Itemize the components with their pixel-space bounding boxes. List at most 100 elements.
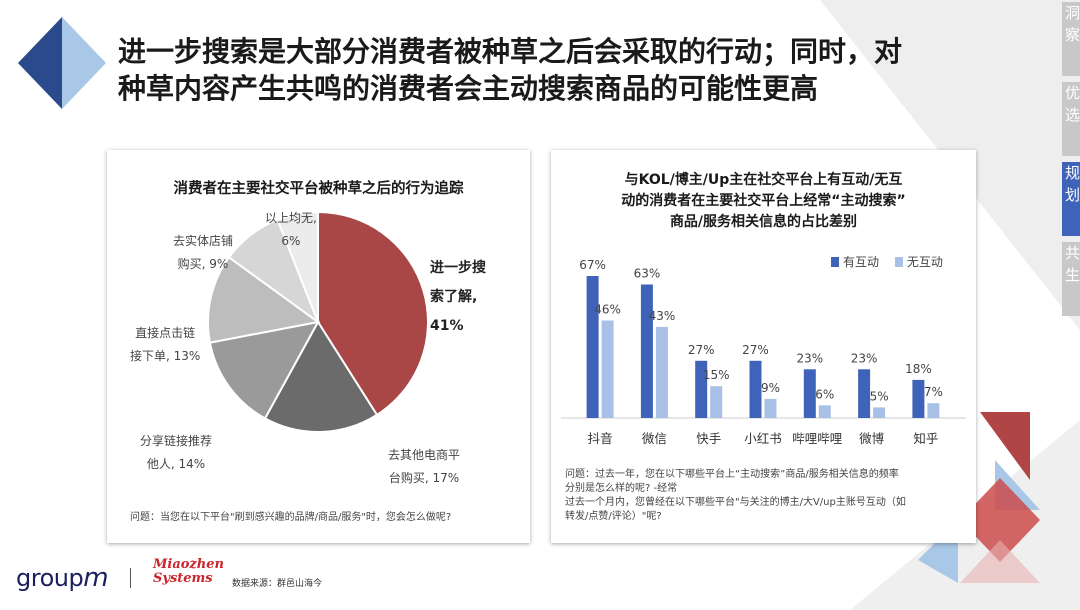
- groupm-logo: groupm: [16, 563, 109, 593]
- bar: [601, 320, 614, 418]
- bar-value-label: 63%: [634, 267, 661, 281]
- bar-value-label: 9%: [761, 381, 780, 395]
- slice-label-line: 分享链接推荐: [140, 434, 213, 448]
- deco-pink-triangle: [960, 540, 1040, 583]
- pie-chart: [207, 210, 429, 433]
- nav-tab-symbiosis[interactable]: 共生: [1062, 242, 1080, 316]
- slice-label-offline: 去实体店铺 购买, 9%: [173, 230, 233, 276]
- slice-label-share: 分享链接推荐 他人, 14%: [140, 430, 212, 476]
- pie-slice: [207, 255, 321, 344]
- bar-value-label: 18%: [905, 362, 932, 376]
- bar-chart-title: 与KOL/博主/Up主在社交平台上有互动/无互 动的消费者在主要社交平台上经常“…: [551, 170, 976, 233]
- nav-tab-label: 洞察: [1064, 4, 1080, 44]
- bar-value-label: 46%: [594, 303, 621, 317]
- bar-value-label: 67%: [579, 258, 606, 272]
- bar: [912, 379, 925, 418]
- bar: [749, 360, 762, 418]
- pie-slice: [208, 320, 320, 420]
- nav-tab-label: 优选: [1064, 84, 1080, 124]
- category-label: 微信: [642, 431, 667, 446]
- footer-divider: [130, 568, 131, 588]
- nav-tab-label: 共生: [1064, 244, 1080, 284]
- slice-label-line: 台购买, 17%: [388, 471, 460, 485]
- bar-value-label: 27%: [688, 343, 715, 357]
- pie-slice: [276, 210, 319, 323]
- note-line: 过去一个月内，您曾经在以下哪些平台"与关注的博主/大V/up主账号互动（如: [565, 497, 906, 508]
- miaozhen-logo: Miaozhen Systems: [153, 558, 224, 586]
- slice-label-line: 他人, 14%: [146, 457, 206, 471]
- bar-chart-title-line: 与KOL/博主/Up主在社交平台上有互动/无互: [624, 172, 903, 188]
- note-line: 分别是怎么样的呢? -经常: [565, 483, 678, 494]
- category-label: 微博: [859, 431, 885, 446]
- bar: [818, 405, 831, 418]
- slice-label-line: 41%: [430, 318, 464, 334]
- slice-label-search: 进一步搜 索了解, 41%: [430, 254, 486, 341]
- category-label: 抖音: [588, 431, 613, 446]
- page-title-line-2: 种草内容产生共鸣的消费者会主动搜索商品的可能性更高: [118, 72, 819, 105]
- page-title-line-1: 进一步搜索是大部分消费者被种草之后会采取的行动；同时，对: [118, 35, 903, 68]
- legend-swatch: [894, 257, 903, 267]
- bar: [927, 403, 940, 418]
- slice-label-line: 以上均无,: [265, 211, 317, 225]
- pie-chart-title: 消费者在主要社交平台被种草之后的行为追踪: [173, 181, 464, 197]
- legend-label: 无互动: [906, 255, 943, 269]
- slice-label-line: 去其他电商平: [388, 448, 461, 462]
- data-source-note: 数据来源：群邑山海今: [232, 579, 323, 589]
- nav-tab-label: 规划: [1064, 164, 1080, 204]
- bar-value-label: 15%: [703, 368, 730, 382]
- legend-item-interacted: 有互动: [831, 253, 879, 270]
- groupm-logo-text: group: [16, 564, 84, 592]
- bar: [803, 369, 816, 418]
- bar: [873, 407, 886, 418]
- note-line: 问题：过去一年，您在以下哪些平台上“主动搜索”商品/服务相关信息的频率: [565, 469, 899, 480]
- deco-red-triangle-1: [980, 412, 1030, 480]
- slice-label-line: 接下单, 13%: [130, 349, 201, 363]
- slice-label-line: 去实体店铺: [173, 234, 234, 248]
- bar-value-label: 23%: [796, 351, 823, 365]
- slice-label-line: 直接点击链: [135, 326, 196, 340]
- slice-label-other-ecom: 去其他电商平 台购买, 17%: [388, 444, 460, 490]
- bar-chart-question-note: 问题：过去一年，您在以下哪些平台上“主动搜索”商品/服务相关信息的频率 分别是怎…: [565, 468, 965, 524]
- category-label: 小红书: [744, 431, 782, 446]
- miaozhen-logo-line: Miaozhen: [153, 557, 224, 572]
- legend-label: 有互动: [843, 255, 880, 269]
- bar-value-label: 27%: [742, 343, 769, 357]
- bar-value-label: 7%: [924, 385, 943, 399]
- bar: [586, 276, 599, 418]
- bar-value-label: 6%: [815, 387, 834, 401]
- nav-tab-plan[interactable]: 规划: [1062, 162, 1080, 236]
- pie-slice: [263, 320, 379, 433]
- note-line: 转发/点赞/评论）"呢?: [565, 511, 662, 522]
- legend-swatch: [831, 257, 839, 267]
- bar: [640, 284, 653, 418]
- groupm-logo-m: m: [83, 563, 109, 593]
- bar-value-label: 43%: [649, 309, 676, 323]
- miaozhen-logo-line: Systems: [153, 571, 213, 586]
- slice-label-line: 进一步搜: [430, 260, 486, 276]
- bar: [858, 369, 871, 418]
- bar: [764, 398, 777, 418]
- slice-label-line: 购买, 9%: [177, 257, 229, 271]
- pie-chart-question-note: 问题：当您在以下平台"刷到感兴趣的品牌/商品/服务"时，您会怎么做呢?: [130, 512, 452, 523]
- category-label: 快手: [696, 431, 721, 446]
- bar: [695, 360, 708, 418]
- category-label: 哔哩哔哩: [792, 431, 843, 446]
- bar-value-label: 5%: [870, 389, 889, 403]
- slice-label-direct: 直接点击链 接下单, 13%: [130, 322, 200, 368]
- slice-label-line: 6%: [281, 234, 301, 248]
- title-diamond-dark: [18, 17, 62, 109]
- category-label: 知乎: [913, 431, 938, 446]
- bar: [655, 326, 668, 418]
- legend-item-no-interaction: 无互动: [894, 253, 943, 270]
- nav-tab-select[interactable]: 优选: [1062, 82, 1080, 156]
- bar-value-label: 23%: [851, 351, 878, 365]
- bar: [710, 386, 723, 418]
- bar-chart-card: 与KOL/博主/Up主在社交平台上有互动/无互 动的消费者在主要社交平台上经常“…: [551, 150, 976, 543]
- bar-chart: 67% 46% 抖音 63% 43% 微信 27% 15% 快手 27% 9% 小红书 23% 6% 哔哩哔…: [561, 258, 966, 446]
- pie-chart-card: 消费者在主要社交平台被种草之后的行为追踪 进一步搜 索了解, 41% 去其他电商…: [107, 150, 530, 543]
- footer: groupm Miaozhen Systems 数据来源：群邑山海今: [0, 555, 500, 605]
- nav-tab-insight[interactable]: 洞察: [1062, 2, 1080, 76]
- title-diamond-light: [62, 17, 106, 109]
- deco-red-diamond: [960, 478, 1040, 562]
- slice-label-line: 索了解,: [430, 289, 478, 305]
